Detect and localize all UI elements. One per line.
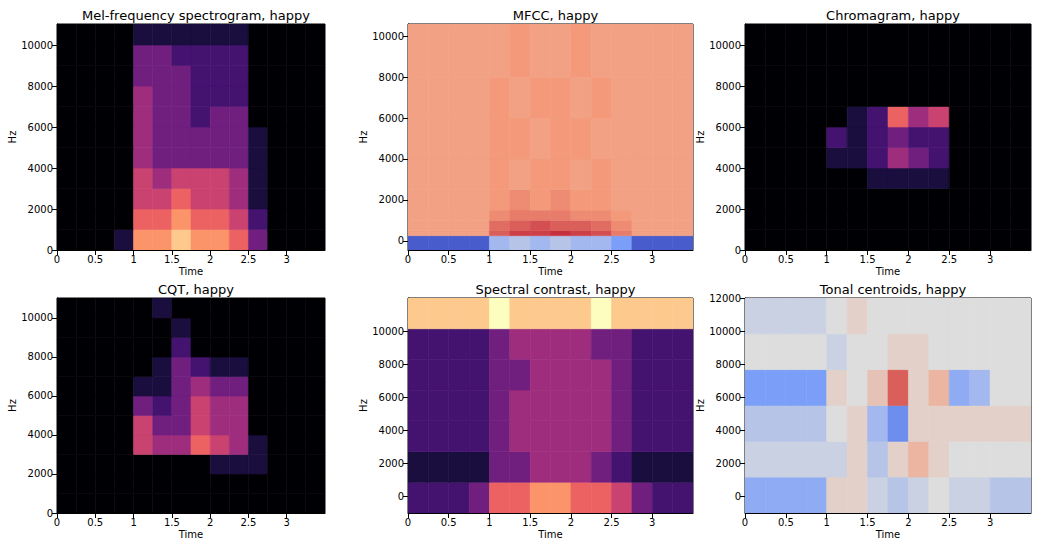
- svg-text:8000: 8000: [28, 81, 53, 92]
- svg-text:4000: 4000: [716, 163, 741, 174]
- svg-text:2.5: 2.5: [240, 254, 256, 265]
- svg-text:Hz: Hz: [695, 399, 706, 412]
- svg-text:8000: 8000: [379, 359, 404, 370]
- svg-text:1: 1: [486, 254, 492, 265]
- svg-text:2: 2: [207, 254, 213, 265]
- svg-text:0: 0: [47, 508, 53, 519]
- svg-text:3: 3: [284, 517, 290, 528]
- svg-text:6000: 6000: [716, 122, 741, 133]
- svg-text:4000: 4000: [716, 425, 741, 436]
- svg-text:0: 0: [735, 245, 741, 256]
- svg-text:8000: 8000: [716, 359, 741, 370]
- svg-text:Tonal centroids, happy: Tonal centroids, happy: [819, 282, 967, 297]
- svg-text:Time: Time: [537, 266, 562, 277]
- svg-text:1.5: 1.5: [164, 517, 180, 528]
- svg-text:0: 0: [742, 517, 748, 528]
- svg-text:Time: Time: [875, 529, 900, 540]
- svg-text:2000: 2000: [28, 468, 53, 479]
- svg-text:0: 0: [735, 491, 741, 502]
- svg-text:1: 1: [486, 517, 492, 528]
- svg-text:0: 0: [742, 254, 748, 265]
- svg-text:0.5: 0.5: [441, 254, 457, 265]
- svg-text:Mel-frequency spectrogram, hap: Mel-frequency spectrogram, happy: [82, 8, 310, 23]
- svg-text:1: 1: [824, 517, 830, 528]
- svg-text:Hz: Hz: [7, 399, 18, 412]
- svg-text:2: 2: [207, 517, 213, 528]
- svg-text:2.5: 2.5: [604, 254, 620, 265]
- svg-text:Time: Time: [178, 529, 203, 540]
- svg-text:Spectral contrast, happy: Spectral contrast, happy: [475, 282, 635, 297]
- svg-text:1: 1: [130, 254, 136, 265]
- svg-text:0: 0: [54, 517, 60, 528]
- svg-text:4000: 4000: [379, 425, 404, 436]
- svg-text:2: 2: [905, 517, 911, 528]
- svg-text:0.5: 0.5: [87, 517, 103, 528]
- svg-text:1.5: 1.5: [860, 517, 876, 528]
- svg-text:8000: 8000: [28, 351, 53, 362]
- svg-text:1: 1: [824, 254, 830, 265]
- svg-text:1.5: 1.5: [860, 254, 876, 265]
- svg-text:2000: 2000: [379, 194, 404, 205]
- svg-text:0: 0: [405, 254, 411, 265]
- svg-text:8000: 8000: [379, 72, 404, 83]
- svg-text:1.5: 1.5: [522, 517, 538, 528]
- svg-text:Hz: Hz: [7, 131, 18, 144]
- svg-text:3: 3: [649, 254, 655, 265]
- svg-text:6000: 6000: [716, 392, 741, 403]
- svg-text:Time: Time: [178, 266, 203, 277]
- svg-text:0.5: 0.5: [441, 517, 457, 528]
- svg-text:8000: 8000: [716, 81, 741, 92]
- svg-text:2: 2: [568, 517, 574, 528]
- svg-text:6000: 6000: [379, 113, 404, 124]
- svg-text:0: 0: [405, 517, 411, 528]
- svg-text:10000: 10000: [709, 326, 741, 337]
- svg-text:10000: 10000: [21, 312, 53, 323]
- svg-text:2.5: 2.5: [604, 517, 620, 528]
- svg-text:2.5: 2.5: [240, 517, 256, 528]
- svg-text:0.5: 0.5: [87, 254, 103, 265]
- svg-text:10000: 10000: [372, 326, 404, 337]
- svg-text:Hz: Hz: [358, 131, 369, 144]
- svg-text:3: 3: [987, 517, 993, 528]
- svg-text:0: 0: [47, 245, 53, 256]
- svg-text:1.5: 1.5: [164, 254, 180, 265]
- svg-text:2000: 2000: [28, 204, 53, 215]
- svg-text:6000: 6000: [28, 390, 53, 401]
- svg-text:0.5: 0.5: [778, 517, 794, 528]
- svg-text:Hz: Hz: [695, 131, 706, 144]
- svg-text:0: 0: [398, 235, 404, 246]
- svg-text:Time: Time: [875, 266, 900, 277]
- svg-text:10000: 10000: [709, 40, 741, 51]
- svg-text:Time: Time: [537, 529, 562, 540]
- svg-text:3: 3: [649, 517, 655, 528]
- svg-text:2: 2: [568, 254, 574, 265]
- svg-text:1.5: 1.5: [522, 254, 538, 265]
- svg-text:4000: 4000: [379, 153, 404, 164]
- svg-text:2000: 2000: [716, 458, 741, 469]
- svg-text:10000: 10000: [372, 31, 404, 42]
- svg-text:2000: 2000: [379, 458, 404, 469]
- svg-text:2.5: 2.5: [941, 254, 957, 265]
- svg-text:MFCC, happy: MFCC, happy: [513, 8, 599, 23]
- svg-text:2.5: 2.5: [941, 517, 957, 528]
- svg-text:2: 2: [905, 254, 911, 265]
- svg-text:0: 0: [398, 491, 404, 502]
- svg-text:1: 1: [130, 517, 136, 528]
- svg-text:Chromagram, happy: Chromagram, happy: [826, 8, 960, 23]
- svg-text:3: 3: [987, 254, 993, 265]
- svg-text:6000: 6000: [28, 122, 53, 133]
- svg-text:4000: 4000: [28, 163, 53, 174]
- svg-text:12000: 12000: [709, 293, 741, 304]
- svg-text:6000: 6000: [379, 392, 404, 403]
- svg-text:3: 3: [284, 254, 290, 265]
- svg-text:0: 0: [54, 254, 60, 265]
- svg-text:0.5: 0.5: [778, 254, 794, 265]
- svg-text:CQT, happy: CQT, happy: [158, 282, 234, 297]
- svg-text:4000: 4000: [28, 429, 53, 440]
- svg-text:2000: 2000: [716, 204, 741, 215]
- svg-text:Hz: Hz: [358, 399, 369, 412]
- svg-text:10000: 10000: [21, 40, 53, 51]
